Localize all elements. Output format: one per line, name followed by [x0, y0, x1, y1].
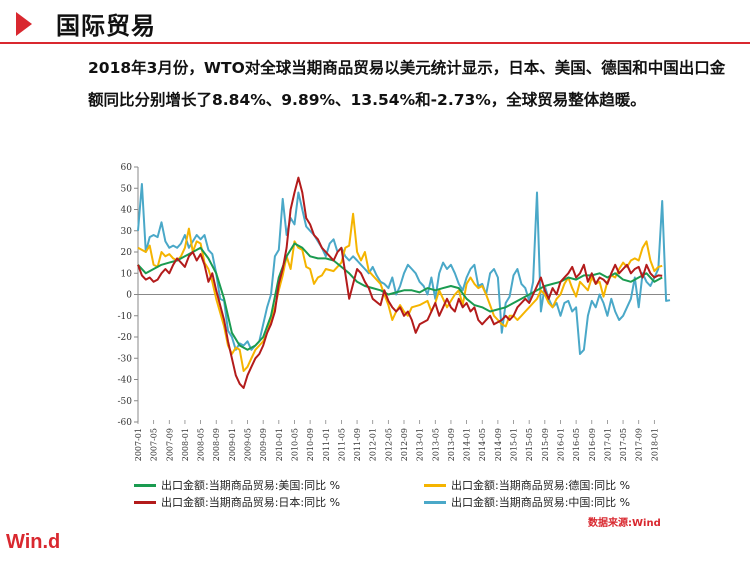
- x-tick-label: 2017-05: [619, 428, 628, 461]
- x-tick-label: 2012-01: [369, 428, 378, 461]
- y-tick-label: -40: [118, 376, 133, 386]
- legend-label: 出口金额:当期商品贸易:日本:同比 %: [161, 496, 341, 509]
- series-line: [137, 242, 663, 351]
- x-tick-label: 2015-05: [525, 428, 534, 461]
- header-divider: [0, 42, 750, 44]
- x-tick-label: 2010-01: [275, 428, 284, 461]
- page-title: 国际贸易: [56, 12, 156, 40]
- series-line: [137, 212, 663, 372]
- x-tick-label: 2013-01: [416, 428, 425, 461]
- slide-header: 国际贸易: [0, 0, 750, 44]
- brand-logo: Win.d: [6, 531, 61, 553]
- y-tick-label: -10: [118, 312, 133, 322]
- x-tick-label: 2009-09: [259, 428, 268, 461]
- y-tick-label: 10: [121, 269, 133, 279]
- y-tick-label: -60: [118, 418, 133, 428]
- x-tick-label: 2007-01: [134, 428, 143, 461]
- legend-swatch: [134, 484, 156, 487]
- x-tick-label: 2015-01: [510, 428, 519, 461]
- y-tick-label: -20: [118, 333, 133, 343]
- y-tick-label: 20: [121, 248, 133, 258]
- x-tick-label: 2010-05: [290, 428, 299, 461]
- legend-label: 出口金额:当期商品贸易:中国:同比 %: [451, 496, 631, 509]
- x-tick-label: 2011-01: [322, 428, 331, 461]
- x-tick-label: 2017-01: [603, 428, 612, 461]
- x-tick-label: 2012-09: [400, 428, 409, 461]
- x-tick-label: 2011-05: [337, 428, 346, 461]
- x-tick-label: 2017-09: [635, 428, 644, 461]
- y-tick-label: -50: [118, 397, 133, 407]
- y-tick-label: 0: [126, 291, 132, 301]
- x-tick-label: 2012-05: [384, 428, 393, 461]
- x-tick-label: 2009-05: [244, 428, 253, 461]
- legend-swatch: [424, 484, 446, 487]
- y-tick-label: -30: [118, 354, 133, 364]
- y-tick-label: 30: [121, 227, 133, 237]
- x-tick-label: 2013-09: [447, 428, 456, 461]
- x-tick-label: 2007-09: [165, 428, 174, 461]
- legend-swatch: [134, 501, 156, 504]
- x-tick-label: 2014-09: [494, 428, 503, 461]
- x-tick-label: 2008-05: [197, 428, 206, 461]
- x-tick-label: 2015-09: [541, 428, 550, 461]
- x-tick-label: 2013-05: [431, 428, 440, 461]
- series-line: [137, 183, 671, 355]
- x-tick-label: 2007-05: [150, 428, 159, 461]
- arrow-icon: [16, 12, 32, 36]
- series-line: [137, 176, 663, 389]
- x-tick-label: 2016-05: [572, 428, 581, 461]
- x-tick-label: 2014-05: [478, 428, 487, 461]
- legend-label: 出口金额:当期商品贸易:德国:同比 %: [451, 479, 631, 492]
- y-tick-label: 40: [121, 206, 133, 216]
- x-tick-label: 2011-09: [353, 428, 362, 461]
- source-note: 数据来源:Wind: [588, 518, 661, 529]
- x-tick-label: 2008-01: [181, 428, 190, 461]
- x-tick-label: 2008-09: [212, 428, 221, 461]
- x-tick-label: 2009-01: [228, 428, 237, 461]
- x-tick-label: 2018-01: [650, 428, 659, 461]
- x-tick-label: 2014-01: [463, 428, 472, 461]
- y-tick-label: 50: [121, 184, 133, 194]
- y-tick-label: 60: [121, 163, 133, 173]
- x-tick-label: 2016-09: [588, 428, 597, 461]
- x-tick-label: 2016-01: [556, 428, 565, 461]
- legend-label: 出口金额:当期商品贸易:美国:同比 %: [161, 479, 341, 492]
- x-tick-label: 2010-09: [306, 428, 315, 461]
- summary-paragraph: 2018年3月份，WTO对全球当期商品贸易以美元统计显示，日本、美国、德国和中国…: [88, 59, 726, 109]
- legend-swatch: [424, 501, 446, 504]
